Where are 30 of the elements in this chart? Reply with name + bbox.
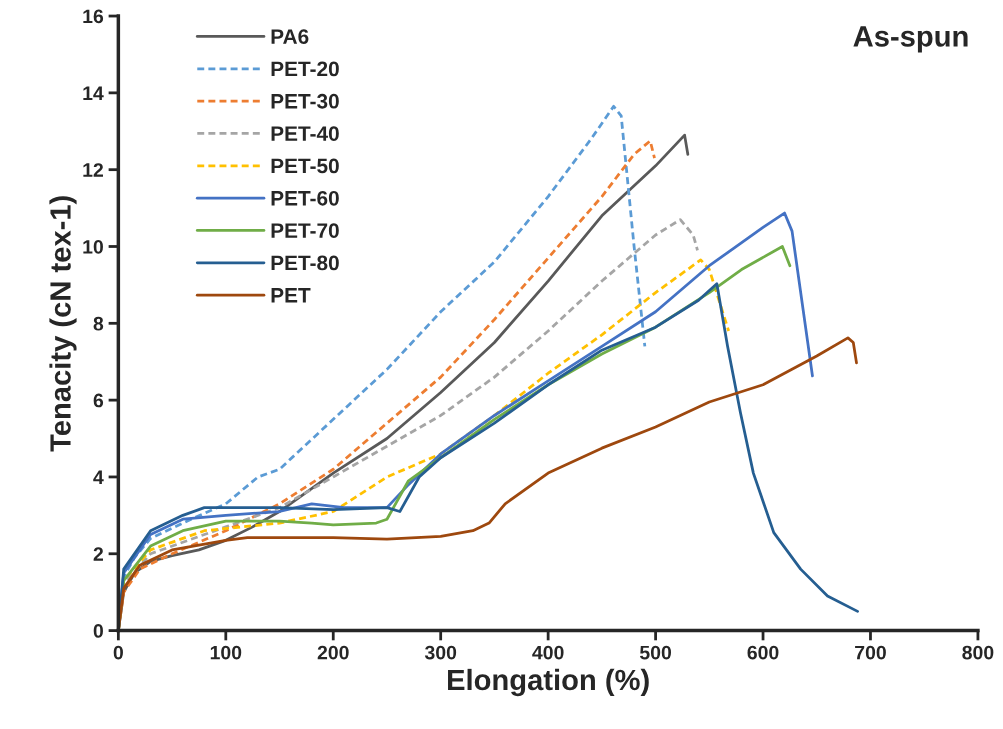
x-tick-label: 600 [747,645,779,660]
y-tick-label: 14 [83,86,104,100]
legend-label: PET-80 [271,255,339,271]
legend-label: PA6 [271,29,309,44]
x-axis-title: Elongation (%) [448,668,649,697]
x-tick-label: 400 [532,645,564,660]
legend-label: PET-40 [271,126,339,141]
y-tick-label: 0 [93,624,103,638]
annotation: As-spun [853,26,968,53]
legend-label: PET-30 [271,93,339,109]
y-axis-title: Tenacity (cN tex-1) [49,196,77,452]
x-tick-label: 200 [317,645,349,660]
x-tick-label: 800 [962,645,994,660]
legend-label: PET-60 [271,190,339,206]
x-tick-label: 300 [424,645,457,660]
y-tick-label: 4 [93,470,104,484]
y-tick-label: 2 [93,547,103,561]
y-tick-label: 10 [83,239,103,254]
x-tick-label: 100 [210,645,242,660]
y-tick-label: 6 [93,393,104,408]
y-tick-label: 16 [83,9,104,24]
legend-label: PET-50 [271,158,339,174]
x-tick-label: 500 [639,645,672,660]
legend-label: PET-20 [271,61,339,77]
y-tick-label: 8 [93,316,104,331]
y-tick-label: 12 [83,163,103,177]
legend-label: PET [271,288,311,303]
x-tick-label: 0 [113,645,123,660]
x-tick-label: 700 [855,645,886,660]
legend-label: PET-70 [271,223,339,238]
